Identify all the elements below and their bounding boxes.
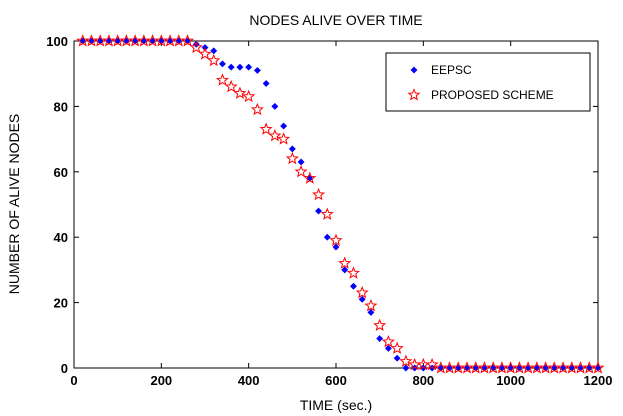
data-point-proposed-scheme (399, 354, 413, 368)
data-point-proposed-scheme (259, 122, 273, 135)
data-point-eepsc (568, 364, 576, 372)
data-point-eepsc (367, 308, 375, 316)
data-point-eepsc (227, 63, 235, 71)
data-point-proposed-scheme (373, 318, 387, 332)
x-tick-label: 600 (325, 373, 347, 388)
data-point-eepsc (332, 243, 340, 251)
data-point-proposed-scheme (303, 171, 317, 184)
x-tick-label: 400 (238, 373, 260, 388)
data-point-eepsc (140, 37, 148, 45)
data-point-proposed-scheme (285, 151, 299, 165)
legend-marker-proposed-scheme-symbol (407, 88, 421, 101)
data-point-eepsc (393, 354, 401, 362)
data-point-eepsc (402, 364, 410, 372)
data-point-proposed-scheme (242, 89, 256, 103)
data-point-proposed-scheme (181, 34, 195, 47)
data-point-proposed-scheme (250, 102, 264, 116)
series-proposed-scheme-markers (76, 34, 605, 374)
data-point-proposed-scheme (198, 47, 212, 60)
data-point-proposed-scheme (277, 132, 291, 145)
legend-label-eepsc: EEPSC (431, 63, 472, 77)
data-point-proposed-scheme (329, 233, 343, 247)
y-tick-label: 0 (61, 361, 68, 376)
legend-marker-eepsc (410, 66, 418, 74)
data-point-proposed-scheme (346, 266, 360, 279)
y-axis-label: NUMBER OF ALIVE NODES (6, 114, 22, 294)
data-point-eepsc (376, 335, 384, 343)
data-point-eepsc (323, 233, 331, 241)
y-tick-label: 60 (54, 165, 68, 180)
x-tick-label: 1200 (584, 373, 613, 388)
data-point-eepsc (507, 364, 515, 372)
data-point-eepsc (411, 364, 419, 372)
data-point-proposed-scheme (381, 334, 395, 348)
data-point-proposed-scheme (591, 361, 605, 374)
data-point-eepsc (192, 40, 200, 48)
legend-marker-proposed-scheme (407, 88, 421, 101)
data-point-eepsc (245, 63, 253, 71)
data-point-proposed-scheme (294, 164, 308, 178)
y-tick-label: 40 (54, 230, 68, 245)
data-point-eepsc (349, 282, 358, 290)
data-point-proposed-scheme (425, 357, 439, 371)
y-tick-label: 100 (46, 34, 68, 49)
data-point-proposed-scheme (268, 128, 282, 142)
x-tick-label: 800 (412, 373, 434, 388)
data-point-proposed-scheme (189, 40, 203, 54)
data-point-proposed-scheme (355, 285, 369, 299)
data-point-proposed-scheme (312, 187, 326, 201)
data-point-eepsc (280, 122, 288, 130)
chart-title: NODES ALIVE OVER TIME (249, 12, 422, 28)
x-tick-label: 1000 (496, 373, 525, 388)
data-point-eepsc (341, 266, 349, 274)
data-point-eepsc (262, 79, 270, 88)
legend-box (385, 52, 591, 112)
y-tick-label: 20 (54, 296, 68, 311)
data-point-proposed-scheme (215, 73, 229, 86)
data-point-eepsc (271, 102, 279, 110)
data-point-eepsc (218, 60, 227, 68)
data-point-proposed-scheme (224, 79, 238, 93)
x-tick-label: 200 (150, 373, 172, 388)
data-point-proposed-scheme (233, 86, 247, 99)
data-point-eepsc (131, 37, 139, 45)
data-point-proposed-scheme (320, 207, 334, 220)
data-point-eepsc (253, 66, 261, 74)
data-point-proposed-scheme (207, 53, 221, 67)
data-point-eepsc (384, 344, 392, 352)
x-tick-label: 0 (70, 373, 77, 388)
x-axis-ticks: 0 200 400 600 800 1000 1200 (70, 41, 612, 388)
data-point-proposed-scheme (338, 256, 352, 269)
data-point-proposed-scheme (364, 299, 378, 312)
legend-marker-eepsc-symbol (410, 66, 418, 74)
data-point-eepsc (428, 364, 436, 372)
data-point-eepsc (585, 364, 593, 372)
data-point-eepsc (236, 63, 244, 71)
data-point-eepsc (358, 295, 366, 303)
y-tick-label: 80 (54, 99, 68, 114)
x-axis-label: TIME (sec.) (300, 397, 372, 413)
legend: EEPSC PROPOSED SCHEME (385, 52, 591, 112)
legend-label-proposed-scheme: PROPOSED SCHEME (431, 88, 554, 102)
data-point-eepsc (314, 207, 323, 215)
data-point-proposed-scheme (390, 341, 404, 354)
y-axis-ticks: 0 20 40 60 80 100 (46, 34, 598, 376)
data-point-eepsc (419, 364, 427, 372)
